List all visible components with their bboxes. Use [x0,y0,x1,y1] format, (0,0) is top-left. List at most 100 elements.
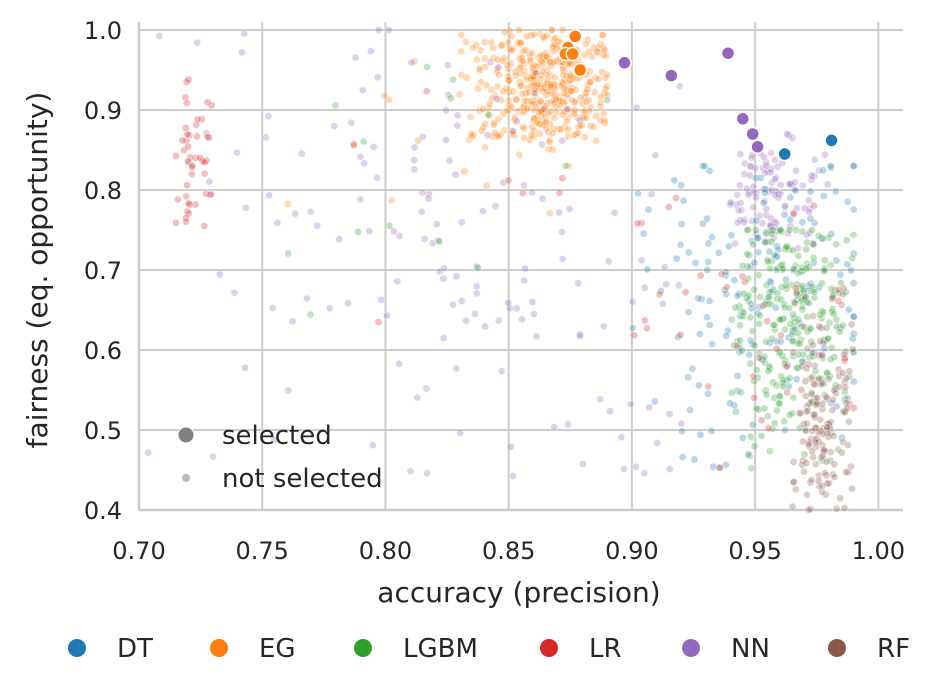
point-LGBM-not-selected [737,388,746,397]
point-LGBM-not-selected [331,101,340,110]
point-NN-not-selected [494,316,503,325]
point-NN-not-selected [241,203,250,212]
point-DT-not-selected [849,249,858,258]
point-NN-not-selected [215,270,224,279]
point-NN-not-selected [439,274,448,283]
point-LR-not-selected [630,331,639,340]
point-EG-not-selected [380,91,389,100]
point-LGBM-not-selected [446,94,455,103]
point-RF-not-selected [841,383,850,392]
point-EG-not-selected [586,103,595,112]
point-RF-not-selected [836,494,845,503]
point-LGBM-not-selected [776,225,785,234]
axes [137,22,903,512]
x-tick-label: 0.85 [482,537,535,565]
point-EG-not-selected [499,109,508,118]
point-RF-not-selected [815,374,824,383]
point-RF-not-selected [839,284,848,293]
point-DT-not-selected [705,166,714,175]
point-EG-not-selected [496,131,505,140]
point-LGBM-not-selected [764,292,773,301]
point-NN-not-selected [462,316,471,325]
point-DT-not-selected [849,161,858,170]
point-LR-not-selected [184,209,193,218]
point-LGBM-not-selected [755,319,764,328]
point-LGBM-not-selected [803,312,812,321]
y-axis-label: fairness (eq. opportunity) [21,92,54,449]
point-DT-not-selected [738,433,747,442]
point-EG-selected [565,46,581,62]
point-EG-not-selected [548,129,557,138]
point-EG-selected [572,62,588,78]
point-NN-not-selected [504,298,513,307]
point-EG-not-selected [493,132,502,141]
point-RF-not-selected [804,437,813,446]
legend-label-lgbm: LGBM [403,634,478,664]
point-EG-not-selected [481,143,490,152]
point-EG-not-selected [479,105,488,114]
point-EG-not-selected [564,60,573,69]
point-NN-not-selected [662,280,671,289]
point-EG-not-selected [536,74,545,83]
point-EG-not-selected [505,101,514,110]
point-NN-not-selected [445,156,454,165]
point-DT-not-selected [695,330,704,339]
point-EG-not-selected [522,32,531,41]
point-EG-not-selected [457,47,466,56]
point-DT-not-selected [698,161,707,170]
point-RF-not-selected [810,361,819,370]
point-NN-not-selected [384,25,393,34]
point-LGBM-not-selected [775,315,784,324]
point-NN-not-selected [383,311,392,320]
point-LR-not-selected [696,271,705,280]
point-DT-not-selected [753,234,762,243]
point-LGBM-not-selected [752,404,761,413]
point-DT-not-selected [704,389,713,398]
point-EG-not-selected [563,132,572,141]
point-LR-not-selected [184,199,193,208]
point-DT-not-selected [677,220,686,229]
point-LGBM-not-selected [775,392,784,401]
point-LR-not-selected [184,75,193,84]
point-LGBM-not-selected [353,227,362,236]
point-DT-not-selected [703,265,712,274]
point-LR-not-selected [672,193,681,202]
point-NN-selected [617,55,632,71]
point-LR-not-selected [776,331,785,340]
point-NN-not-selected [330,122,339,131]
point-LGBM-not-selected [842,236,851,245]
point-LGBM-not-selected [484,110,493,119]
point-NN-not-selected [389,227,398,236]
point-NN-not-selected [344,299,353,308]
x-tick-label: 0.90 [605,537,658,565]
point-NN-not-selected [762,161,771,170]
point-RF-not-selected [802,459,811,468]
point-LGBM-not-selected [777,372,786,381]
point-EG-not-selected [542,52,551,61]
point-DT-not-selected [705,321,714,330]
point-LR-not-selected [197,115,206,124]
y-tick-label: 0.5 [84,417,122,445]
point-NN-not-selected [734,206,743,215]
point-LGBM-not-selected [766,264,775,273]
point-NN-not-selected [740,215,749,224]
point-LGBM-not-selected [767,229,776,238]
point-RF-not-selected [808,447,817,456]
point-DT-not-selected [781,275,790,284]
point-LGBM-not-selected [754,271,763,280]
point-EG-not-selected [603,71,612,80]
point-EG-not-selected [481,54,490,63]
point-RF-not-selected [848,345,857,354]
point-EG-not-selected [528,49,537,58]
point-DT-not-selected [694,294,703,303]
point-NN-not-selected [273,218,282,227]
point-EG-not-selected [518,57,527,66]
point-LGBM-not-selected [832,240,841,249]
point-DT-not-selected [836,270,845,279]
point-RF-not-selected [843,404,852,413]
point-NN-not-selected [665,465,674,474]
point-NN-selected [745,126,760,142]
point-LGBM-not-selected [746,359,755,368]
point-RF-not-selected [790,299,799,308]
point-EG-not-selected [570,110,579,119]
